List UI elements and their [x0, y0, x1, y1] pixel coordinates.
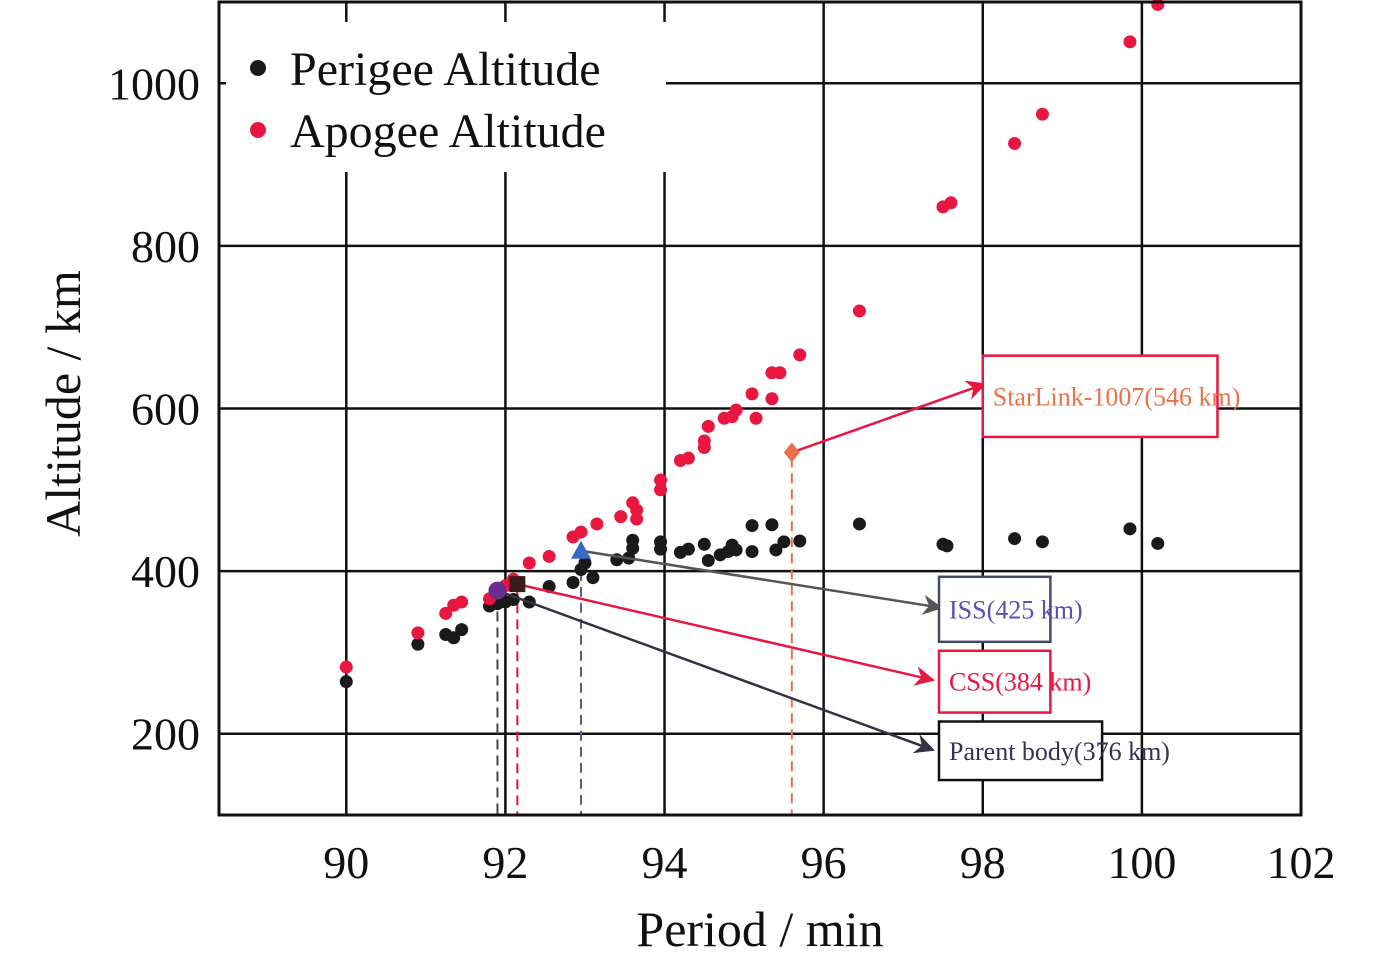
annotation-box: [937, 649, 1052, 714]
perigee-point: [654, 542, 668, 556]
starlink-marker: [783, 442, 800, 463]
apogee-point: [411, 626, 425, 640]
legend: Perigee Altitude Apogee Altitude: [226, 22, 666, 172]
annotation-box: [981, 354, 1219, 439]
apogee-point: [614, 510, 628, 524]
y-tick-label: 400: [131, 546, 200, 597]
legend-marker-apogee: [250, 122, 266, 138]
perigee-point: [745, 545, 759, 559]
perigee-point: [339, 675, 353, 689]
apogee-point: [630, 512, 644, 526]
apogee-point: [654, 473, 668, 487]
apogee-point: [852, 304, 866, 318]
perigee-point: [769, 543, 783, 557]
perigee-point: [1123, 522, 1137, 536]
apogee-point: [701, 419, 715, 433]
perigee-point: [697, 537, 711, 551]
annotation-label: StarLink-1007(546 km): [993, 382, 1241, 411]
apogee-point: [681, 451, 695, 465]
perigee-point: [411, 637, 425, 651]
y-tick-label: 800: [131, 221, 200, 272]
apogee-point: [574, 525, 588, 539]
apogee-point: [745, 387, 759, 401]
perigee-point: [729, 543, 743, 557]
apogee-point: [749, 411, 763, 425]
perigee-point: [681, 542, 695, 556]
perigee-point: [765, 518, 779, 532]
annotation-label: Parent body(376 km): [949, 737, 1170, 766]
apogee-point: [729, 403, 743, 417]
apogee-point: [522, 556, 536, 570]
annotation-label: CSS(384 km): [949, 668, 1091, 697]
annotation-box: [937, 575, 1052, 644]
apogee-point: [944, 196, 958, 210]
x-axis-title: Period / min: [636, 901, 883, 957]
parent-body-marker: [488, 581, 507, 600]
perigee-point: [586, 571, 600, 585]
perigee-point: [447, 631, 461, 645]
x-tick-label: 92: [482, 837, 528, 888]
legend-marker-perigee: [250, 60, 266, 76]
perigee-point: [1035, 535, 1049, 549]
perigee-point: [852, 517, 866, 531]
perigee-point: [940, 539, 954, 553]
apogee-point: [793, 348, 807, 362]
annotation-box: [937, 720, 1104, 782]
perigee-point: [455, 623, 469, 637]
x-tick-label: 94: [642, 837, 688, 888]
iss-marker: [570, 540, 591, 559]
x-tick-labels: 90 92 94 96 98 100 102: [323, 837, 1335, 888]
perigee-point: [793, 534, 807, 548]
plot-frame: [217, 0, 1303, 817]
apogee-point: [1123, 35, 1137, 49]
annotation-arrow: [517, 582, 935, 686]
x-tick-label: 100: [1107, 837, 1176, 888]
legend-label-perigee: Perigee Altitude: [290, 43, 601, 96]
apogee-point: [590, 517, 604, 531]
perigee-point: [1151, 536, 1165, 550]
apogee-point: [439, 606, 453, 620]
y-tick-label: 600: [131, 384, 200, 435]
annotations: StarLink-1007(546 km) ISS(425 km) CSS(384 …: [488, 354, 1241, 782]
apogee-point: [455, 595, 469, 609]
apogee-point: [339, 660, 353, 674]
y-tick-label: 200: [131, 709, 200, 760]
drop-lines: [496, 457, 793, 815]
data-points: [339, 0, 1165, 689]
annotation-arrow: [791, 380, 987, 454]
perigee-point: [1008, 532, 1022, 546]
x-tick-label: 102: [1267, 837, 1336, 888]
apogee-point: [773, 366, 787, 380]
x-tick-label: 98: [960, 837, 1006, 888]
perigee-point: [777, 535, 791, 549]
perigee-point: [566, 575, 580, 589]
legend-label-apogee: Apogee Altitude: [290, 105, 606, 158]
apogee-point: [542, 549, 556, 563]
legend-background: [226, 22, 666, 172]
y-tick-label: 1000: [108, 58, 200, 109]
css-marker: [509, 576, 526, 593]
apogee-point: [697, 434, 711, 448]
perigee-point: [745, 519, 759, 533]
apogee-point: [765, 392, 779, 406]
x-tick-label: 96: [801, 837, 847, 888]
perigee-point: [626, 533, 640, 547]
perigee-point: [578, 556, 592, 570]
annotation-arrow: [497, 589, 935, 754]
apogee-point: [630, 503, 644, 517]
apogee-point: [654, 483, 668, 497]
annotation-label: ISS(425 km): [949, 595, 1083, 624]
y-tick-labels: 200 400 600 800 1000: [108, 58, 200, 759]
apogee-point: [1035, 107, 1049, 121]
perigee-point: [701, 554, 715, 568]
x-tick-label: 90: [323, 837, 369, 888]
y-axis-title: Altitude / km: [35, 270, 91, 537]
apogee-point: [1008, 136, 1022, 150]
annotation-arrow: [580, 549, 943, 615]
